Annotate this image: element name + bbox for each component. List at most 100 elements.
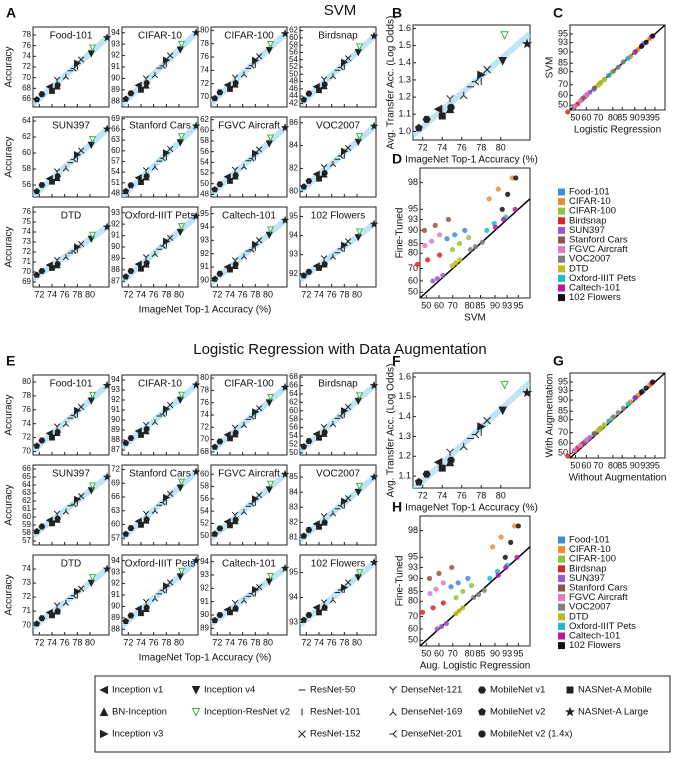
y-axis-label: Accuracy <box>4 394 15 435</box>
data-point <box>127 612 135 619</box>
y-tick-label: 74 <box>22 564 31 573</box>
data-point <box>443 620 450 627</box>
data-point <box>337 64 344 71</box>
data-point <box>163 237 171 245</box>
y-tick-label: 87 <box>111 445 120 454</box>
fit-line <box>33 381 109 453</box>
fit-line <box>33 565 109 630</box>
y-tick-label: 57 <box>111 533 120 542</box>
data-point <box>565 453 571 459</box>
panel-title: 102 Flowers <box>311 559 365 570</box>
y-tick-label: 50 <box>200 531 209 540</box>
y-tick-label: 86 <box>289 118 298 127</box>
x-axis-label: ImageNet Top-1 Accuracy (%) <box>405 503 538 514</box>
data-point <box>87 50 95 58</box>
y-tick-label: 58 <box>22 164 31 173</box>
y-tick-label: 89 <box>200 623 209 632</box>
fit-line <box>300 122 376 194</box>
data-point <box>355 133 364 141</box>
x-tick-label: 76 <box>457 490 467 500</box>
y-tick-label: 60 <box>200 125 209 134</box>
x-tick-label: 50 <box>570 112 580 122</box>
legend-marker <box>566 686 574 694</box>
fit-line <box>413 380 530 488</box>
data-point <box>344 579 352 586</box>
y-tick-label: 84 <box>289 141 298 150</box>
data-point <box>177 391 186 399</box>
data-point <box>459 442 468 451</box>
fit-line <box>122 557 198 629</box>
y-tick-label: 70 <box>22 267 31 276</box>
data-point <box>430 605 436 611</box>
y-tick-label: 93 <box>111 567 120 576</box>
data-point <box>354 397 362 406</box>
data-point <box>316 524 322 530</box>
data-point <box>300 443 308 450</box>
data-point <box>88 136 97 144</box>
y-tick-label: 76 <box>22 207 31 216</box>
legend-swatch <box>558 294 565 302</box>
y-tick-label: 76 <box>22 405 31 414</box>
y-tick-label: 1.1 <box>398 470 411 480</box>
data-point <box>369 31 379 40</box>
data-point <box>33 187 41 195</box>
x-tick-label: 50 <box>570 460 580 470</box>
y-tick-label: 63 <box>111 135 120 144</box>
y-tick-label: 93 <box>289 618 298 627</box>
data-point <box>142 167 150 174</box>
y-tick-label: 76 <box>200 398 209 407</box>
data-point <box>508 539 514 545</box>
data-point <box>643 385 649 391</box>
data-point <box>487 575 493 582</box>
data-point <box>438 623 445 630</box>
data-point <box>280 563 290 573</box>
data-point <box>354 488 362 497</box>
legend-label: VOC2007 <box>569 254 611 265</box>
data-point <box>255 583 263 591</box>
x-tick-label: 72 <box>301 289 311 299</box>
data-point <box>436 570 442 576</box>
data-point <box>49 612 55 619</box>
y-tick-label: 75 <box>22 217 31 226</box>
data-point <box>601 422 607 428</box>
legend-label: MobileNet v1 <box>490 685 545 696</box>
x-tick-label: 85 <box>617 112 627 122</box>
data-point <box>344 144 352 152</box>
data-point <box>344 238 352 245</box>
data-point <box>300 96 308 103</box>
x-tick-label: 80 <box>263 289 273 299</box>
data-point <box>216 612 224 618</box>
y-axis-label: Avg. Transfer Acc. (Log Odds) <box>386 364 397 498</box>
data-point <box>227 266 233 273</box>
legend-swatch <box>558 255 565 263</box>
data-point <box>483 416 491 425</box>
y-tick-label: 93 <box>558 385 568 395</box>
data-point <box>484 227 490 234</box>
data-point <box>127 90 135 97</box>
data-point <box>240 253 248 260</box>
data-point <box>486 196 492 202</box>
data-point <box>471 77 480 86</box>
data-point <box>577 98 583 104</box>
data-point <box>456 608 462 614</box>
y-tick-label: 90 <box>200 275 209 284</box>
y-tick-label: 94 <box>111 28 120 37</box>
x-tick-label: 72 <box>34 289 44 299</box>
x-tick-label: 80 <box>174 637 184 647</box>
data-point <box>266 393 275 402</box>
y-tick-label: 54 <box>111 167 120 176</box>
legend-label: Inception v1 <box>112 685 163 696</box>
data-point <box>232 172 239 179</box>
x-tick-label: 76 <box>60 637 70 647</box>
legend-swatch <box>558 584 565 592</box>
data-point <box>369 121 379 130</box>
data-point <box>177 40 186 49</box>
x-tick-label: 72 <box>123 637 133 647</box>
y-tick-label: 1.4 <box>398 57 411 67</box>
data-point <box>341 407 349 415</box>
y-axis-label: Accuracy <box>4 484 15 525</box>
y-tick-label: 72 <box>22 592 31 601</box>
data-point <box>38 615 46 622</box>
data-point <box>177 567 186 575</box>
data-point <box>300 616 308 623</box>
